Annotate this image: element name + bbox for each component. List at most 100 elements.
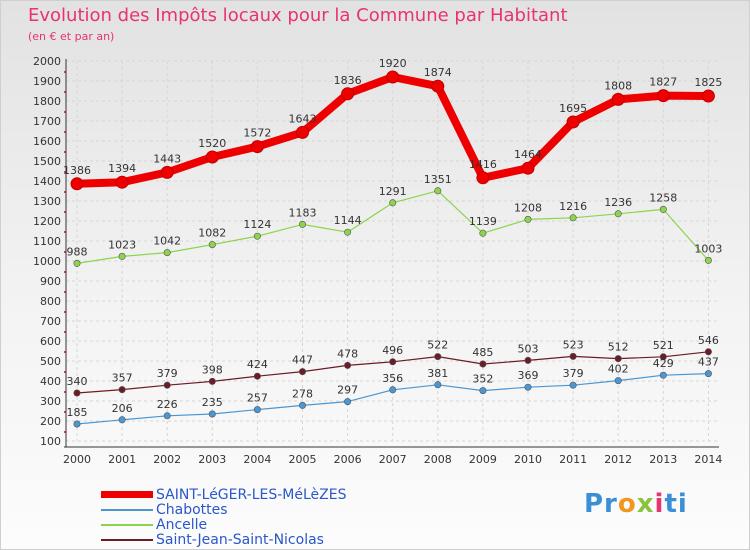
y-tick-label: 1400 [33,175,61,188]
y-tick-label: 900 [40,275,61,288]
data-point [344,398,352,406]
x-tick-label: 2010 [514,453,542,466]
data-label: 1183 [289,206,317,219]
data-label: 429 [653,357,674,370]
data-point [389,358,397,366]
axis-dot [64,131,66,133]
data-label: 1520 [198,137,226,150]
data-label: 1291 [379,185,407,198]
data-label: 357 [112,372,133,385]
data-point [524,383,532,391]
x-tick-label: 2012 [604,453,632,466]
data-label: 424 [247,358,268,371]
chart-subtitle: (en € et par an) [28,30,115,43]
data-point [163,249,171,257]
logo-letter: i [654,489,665,519]
data-label: 278 [292,387,313,400]
x-tick-label: 2005 [289,453,317,466]
data-label: 1236 [604,196,632,209]
x-tick-label: 2002 [153,453,181,466]
x-tick-label: 2003 [198,453,226,466]
data-point [614,377,622,385]
data-label: 381 [427,367,448,380]
y-tick-label: 500 [40,355,61,368]
data-point [253,372,261,380]
axis-dot [64,271,66,273]
y-tick-label: 1200 [33,215,61,228]
logo-letter: Pr [584,489,618,519]
data-label: 1082 [198,227,226,240]
y-tick-label: 1100 [33,235,61,248]
x-tick-label: 2011 [559,453,587,466]
axis-dot [64,151,66,153]
data-label: 437 [698,356,719,369]
x-tick-label: 2007 [379,453,407,466]
data-label: 402 [608,363,629,376]
y-tick-label: 1300 [33,195,61,208]
axis-dot [64,431,66,433]
data-label: 1124 [243,218,271,231]
axis-dot [64,91,66,93]
axis-dot [64,371,66,373]
y-tick-label: 600 [40,335,61,348]
data-point [73,420,81,428]
x-tick-label: 2001 [108,453,136,466]
axis-dot [64,391,66,393]
data-point [205,150,219,164]
data-label: 447 [292,354,313,367]
data-label: 379 [563,367,584,380]
data-point [479,229,487,237]
axis-dot [64,211,66,213]
logo-letter: ti [664,489,688,519]
legend-swatch [101,523,153,526]
data-label: 206 [112,402,133,415]
data-point [250,140,264,154]
data-label: 1874 [424,66,452,79]
data-label: 1216 [559,200,587,213]
legend-item: SAINT-LéGER-LES-MéLèZES [101,487,346,503]
data-label: 988 [67,245,88,258]
data-label: 235 [202,396,223,409]
data-label: 1416 [469,158,497,171]
data-label: 1827 [649,76,677,89]
y-tick-label: 1600 [33,135,61,148]
data-label: 1825 [694,76,722,89]
data-point [704,348,712,356]
data-point [659,205,667,213]
data-point [659,371,667,379]
data-label: 257 [247,392,268,405]
axis-dot [64,311,66,313]
data-label: 1572 [243,127,271,140]
data-point [434,187,442,195]
x-tick-label: 2013 [649,453,677,466]
legend-label: Chabottes [156,501,228,518]
data-label: 1139 [469,215,497,228]
data-label: 1042 [153,235,181,248]
data-label: 1003 [694,242,722,255]
data-point [614,210,622,218]
data-label: 546 [698,334,719,347]
data-point [521,161,535,175]
data-point [386,70,400,84]
data-point [479,360,487,368]
y-tick-label: 2000 [33,55,61,68]
data-point [656,89,670,103]
data-point [298,220,306,228]
data-point [118,252,126,260]
data-label: 226 [157,398,178,411]
data-point [341,87,355,101]
y-tick-label: 1800 [33,95,61,108]
legend-item: Saint-Jean-Saint-Nicolas [101,532,346,548]
data-point [298,401,306,409]
data-point [524,356,532,364]
data-point [296,125,309,139]
data-label: 379 [157,367,178,380]
y-tick-label: 400 [40,375,61,388]
data-point [163,381,171,389]
data-point [431,79,445,93]
data-label: 369 [518,369,539,382]
data-label: 1464 [514,148,542,161]
data-point [160,165,174,179]
logo-letter: o [617,489,637,519]
